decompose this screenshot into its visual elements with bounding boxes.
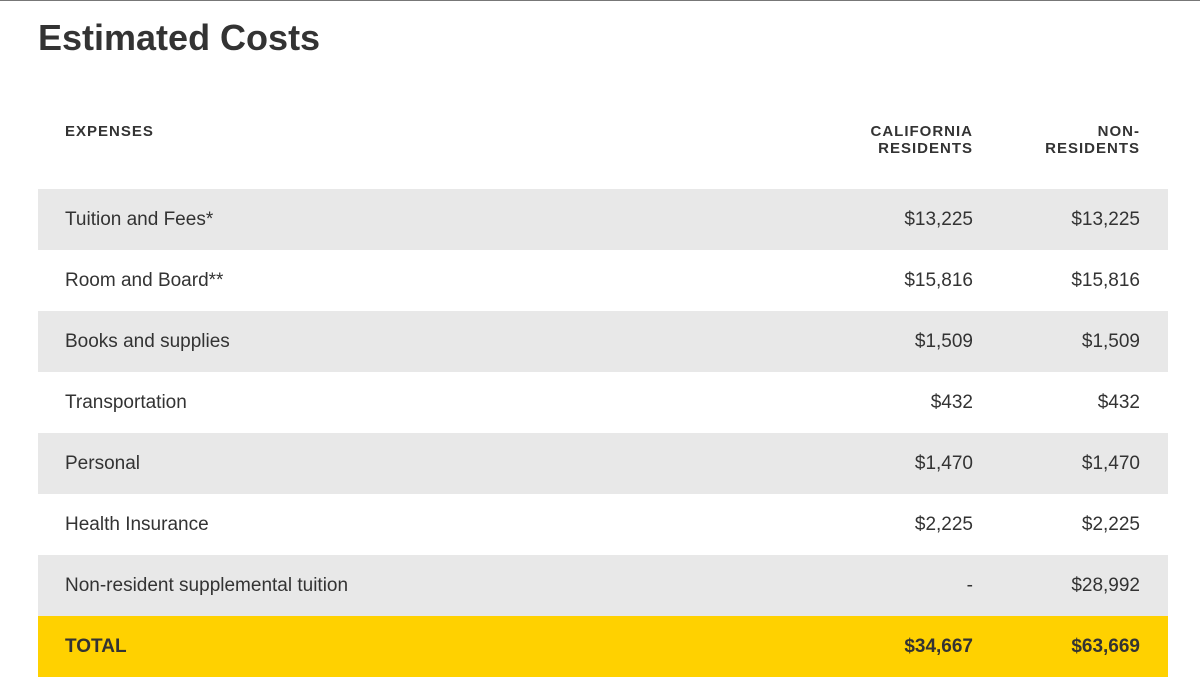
table-row: Tuition and Fees* $13,225 $13,225 [38,189,1168,250]
cost-cell: $1,470 [834,433,1001,494]
cost-cell: - [834,555,1001,616]
table-row: Room and Board** $15,816 $15,816 [38,250,1168,311]
cost-cell: $15,816 [1071,269,1140,291]
row-label: Room and Board** [65,269,224,291]
column-header: NON-RESIDENTS [1045,123,1140,157]
cost-cell: $432 [1097,391,1140,413]
table-row: Personal $1,470 $1,470 [38,433,1168,494]
cost-cell: $15,816 [904,269,973,291]
row-label: TOTAL [38,616,834,677]
table-row: Non-resident supplemental tuition - $28,99… [38,555,1168,616]
column-header: CALIFORNIA RESIDENTS [870,123,973,157]
row-label: Health Insurance [65,513,209,535]
cost-cell: $13,225 [834,189,1001,250]
total-row: TOTAL $34,667 $63,669 [38,616,1168,677]
table-row: Transportation $432 $432 [38,372,1168,433]
table-row: Health Insurance $2,225 $2,225 [38,494,1168,555]
cost-cell: $2,225 [914,513,973,535]
row-label: Non-resident supplemental tuition [38,555,834,616]
cost-cell: $432 [930,391,973,413]
page-title: Estimated Costs [38,17,321,58]
cost-cell: $1,509 [1001,311,1168,372]
column-header: EXPENSES [65,123,154,140]
table-row: Books and supplies $1,509 $1,509 [38,311,1168,372]
header-row: EXPENSES CALIFORNIA RESIDENTS NON-RESIDE… [38,113,1168,189]
table-head: EXPENSES CALIFORNIA RESIDENTS NON-RESIDE… [38,113,1168,189]
row-label: Tuition and Fees* [38,189,834,250]
cost-cell: $34,667 [834,616,1001,677]
cost-cell: $13,225 [1001,189,1168,250]
cost-cell: $1,509 [834,311,1001,372]
row-label: Transportation [65,391,187,413]
cost-cell: $1,470 [1001,433,1168,494]
row-label: Books and supplies [38,311,834,372]
cost-table: EXPENSES CALIFORNIA RESIDENTS NON-RESIDE… [38,113,1168,677]
cost-cell: $2,225 [1081,513,1140,535]
table-body: Tuition and Fees* $13,225 $13,225 Room and … [38,189,1168,677]
cost-cell: $63,669 [1001,616,1168,677]
cost-cell: $28,992 [1001,555,1168,616]
row-label: Personal [38,433,834,494]
